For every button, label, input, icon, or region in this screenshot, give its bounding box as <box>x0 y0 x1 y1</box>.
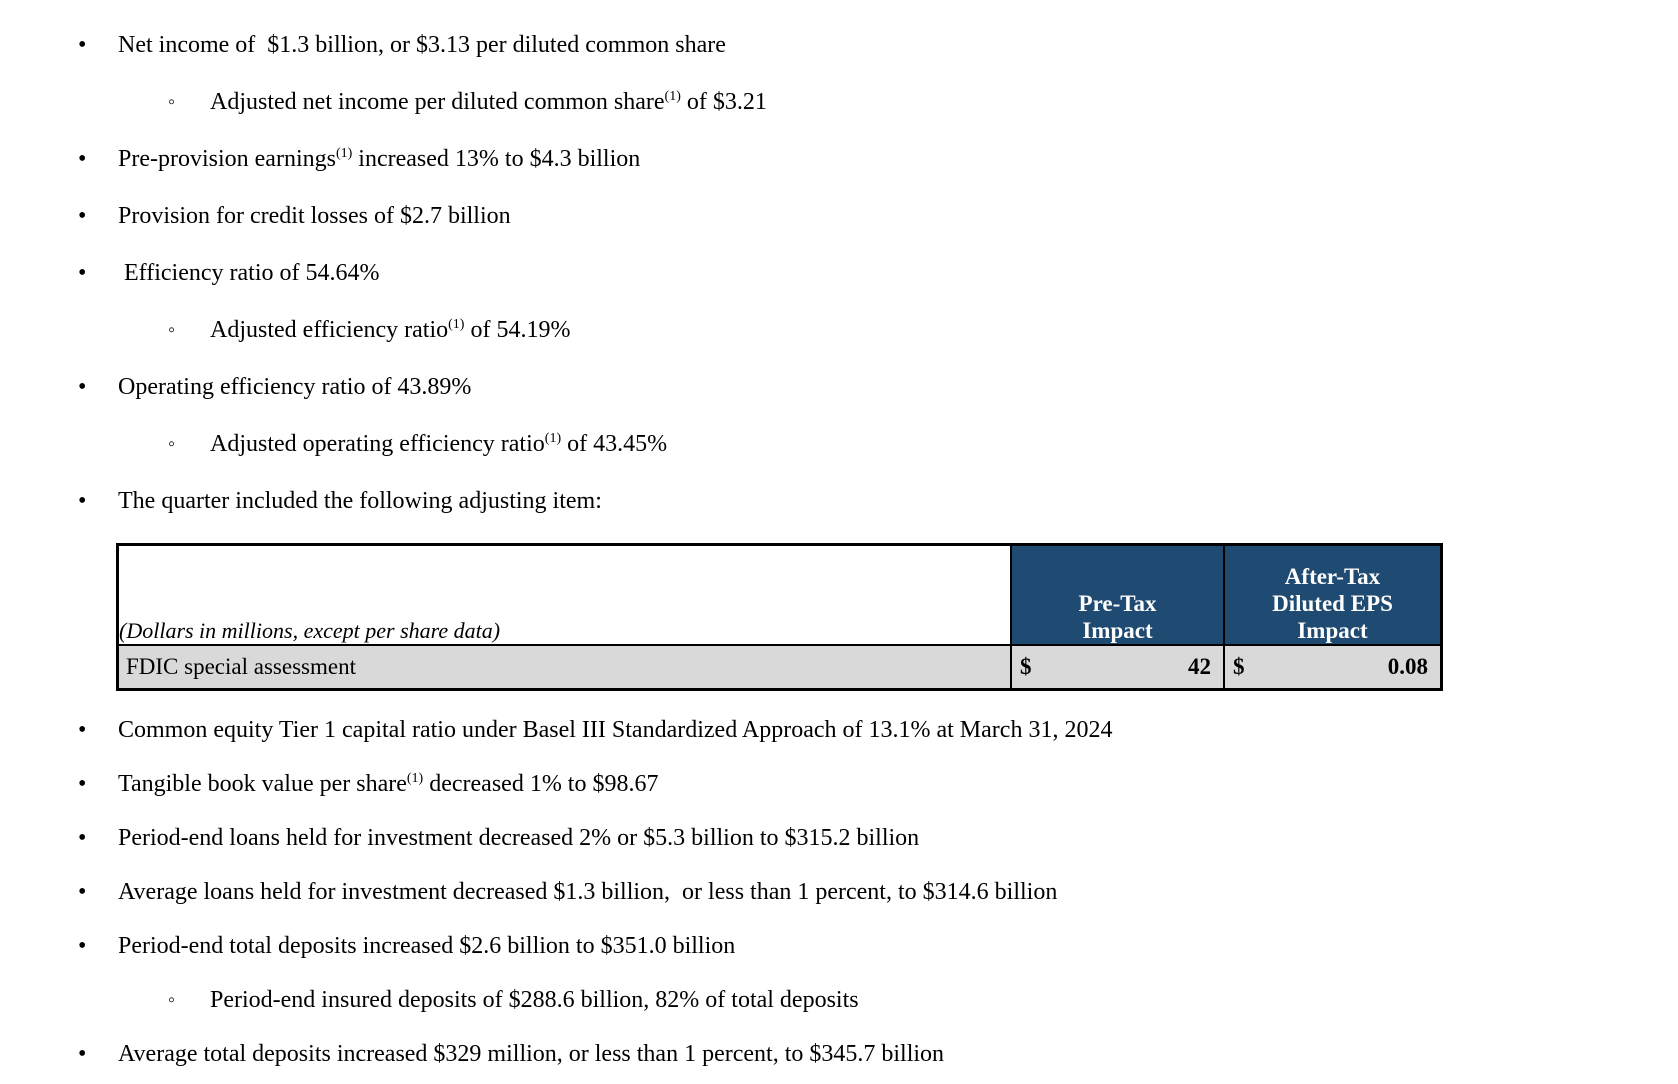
bullet-text: Period-end total deposits increased $2.6… <box>118 931 735 961</box>
aftertax-value: 0.08 <box>1387 654 1428 679</box>
bullet-item: • Average total deposits increased $329 m… <box>78 1039 1678 1069</box>
circle-bullet-marker: ◦ <box>168 433 176 455</box>
disc-bullet-marker: • <box>78 260 87 286</box>
disc-bullet-marker: • <box>78 771 87 797</box>
disc-bullet-marker: • <box>78 933 87 959</box>
bullet-text: Efficiency ratio of 54.64% <box>118 258 379 288</box>
bullet-text: Common equity Tier 1 capital ratio under… <box>118 715 1112 745</box>
text-segment: Adjusted efficiency ratio <box>210 317 449 343</box>
text-segment: increased 13% to $4.3 billion <box>352 146 641 172</box>
disc-bullet-marker: • <box>78 1041 87 1067</box>
footnote-ref: (1) <box>335 146 353 161</box>
disc-bullet-marker: • <box>78 203 87 229</box>
bullet-item: • The quarter included the following adju… <box>78 486 1678 516</box>
sub-bullet-item: ◦ Adjusted efficiency ratio(1) of 54.19% <box>168 315 1678 345</box>
text-segment: of $3.21 <box>680 89 767 115</box>
bullet-item: • Net income of $1.3 billion, or $3.13 pe… <box>78 30 1678 60</box>
text-segment: Adjusted operating efficiency ratio <box>210 431 545 457</box>
currency-symbol: $ <box>1233 654 1245 679</box>
highlights-list-top: • Net income of $1.3 billion, or $3.13 pe… <box>78 30 1678 516</box>
bullet-text: Operating efficiency ratio of 43.89% <box>118 372 471 402</box>
bullet-item: • Period-end total deposits increased $2.… <box>78 931 1678 961</box>
text-segment: Period-end total deposits increased $2.6… <box>118 933 736 959</box>
bullet-text: Period-end loans held for investment dec… <box>118 823 919 853</box>
bullet-item: • Provision for credit losses of $2.7 bil… <box>78 201 1678 231</box>
disc-bullet-marker: • <box>78 717 87 743</box>
disc-bullet-marker: • <box>78 879 87 905</box>
bullet-text: Average loans held for investment decrea… <box>118 877 1057 907</box>
bullet-text: Period-end insured deposits of $288.6 bi… <box>210 985 859 1015</box>
bullet-text: Adjusted operating efficiency ratio(1) o… <box>210 429 667 459</box>
table-row: FDIC special assessment $ 42 $ 0.08 <box>116 644 1443 691</box>
disc-bullet-marker: • <box>78 825 87 851</box>
text-segment: Provision for credit losses of $2.7 bill… <box>118 203 511 229</box>
text-segment: Average total deposits increased $329 mi… <box>118 1041 945 1067</box>
bullet-item: • Pre-provision earnings(1) increased 13%… <box>78 144 1678 174</box>
bullet-text: Provision for credit losses of $2.7 bill… <box>118 201 511 231</box>
text-segment: The quarter included the following adjus… <box>118 488 602 514</box>
row-label: FDIC special assessment <box>116 644 1012 691</box>
table-header-row: (Dollars in millions, except per share d… <box>116 543 1443 646</box>
pretax-value: 42 <box>1188 654 1211 679</box>
currency-symbol: $ <box>1020 654 1032 679</box>
aftertax-eps-column-header: After-Tax Diluted EPS Impact <box>1223 543 1443 646</box>
bullet-item: • Tangible book value per share(1) decrea… <box>78 769 1678 799</box>
circle-bullet-marker: ◦ <box>168 989 176 1011</box>
text-segment: Tangible book value per share <box>118 771 407 797</box>
footnote-ref: (1) <box>406 771 424 786</box>
bullet-item: • Common equity Tier 1 capital ratio unde… <box>78 715 1678 745</box>
sub-bullet-item: ◦ Adjusted operating efficiency ratio(1) … <box>168 429 1678 459</box>
circle-bullet-marker: ◦ <box>168 91 176 113</box>
bullet-text: The quarter included the following adjus… <box>118 486 602 516</box>
text-segment: Period-end insured deposits of $288.6 bi… <box>210 987 859 1013</box>
disc-bullet-marker: • <box>78 488 87 514</box>
text-segment: of 54.19% <box>464 317 571 343</box>
footnote-ref: (1) <box>544 431 562 446</box>
text-segment: Net income of $1.3 billion, or $3.13 per… <box>118 32 726 58</box>
pretax-impact-cell: $ 42 <box>1010 644 1225 691</box>
text-segment: Operating efficiency ratio of 43.89% <box>118 374 472 400</box>
sub-bullet-item: ◦ Period-end insured deposits of $288.6 b… <box>168 985 1678 1015</box>
sub-bullet-item: ◦ Adjusted net income per diluted common … <box>168 87 1678 117</box>
bullet-item: • Average loans held for investment decre… <box>78 877 1678 907</box>
text-segment: Pre-provision earnings <box>118 146 336 172</box>
text-segment: Period-end loans held for investment dec… <box>118 825 920 851</box>
aftertax-impact-cell: $ 0.08 <box>1223 644 1443 691</box>
text-segment: Average loans held for investment decrea… <box>118 879 1058 905</box>
bullet-text: Tangible book value per share(1) decreas… <box>118 769 658 799</box>
pretax-impact-column-header: Pre-Tax Impact <box>1010 543 1225 646</box>
footnote-ref: (1) <box>448 317 465 332</box>
bullet-text: Average total deposits increased $329 mi… <box>118 1039 944 1069</box>
bullet-item: • Period-end loans held for investment de… <box>78 823 1678 853</box>
disc-bullet-marker: • <box>78 146 87 172</box>
highlights-list-bottom: • Common equity Tier 1 capital ratio unde… <box>78 715 1678 1069</box>
disc-bullet-marker: • <box>78 32 87 58</box>
bullet-item: • Operating efficiency ratio of 43.89% <box>78 372 1678 402</box>
bullet-item: • Efficiency ratio of 54.64% <box>78 258 1678 288</box>
text-segment: Common equity Tier 1 capital ratio under… <box>118 717 1113 743</box>
text-segment: Efficiency ratio of 54.64% <box>118 260 380 286</box>
circle-bullet-marker: ◦ <box>168 319 176 341</box>
bullet-text: Pre-provision earnings(1) increased 13% … <box>118 144 640 174</box>
table-note: (Dollars in millions, except per share d… <box>116 543 1012 646</box>
bullet-text: Net income of $1.3 billion, or $3.13 per… <box>118 30 726 60</box>
adjusting-items-table: (Dollars in millions, except per share d… <box>116 543 1443 691</box>
text-segment: decreased 1% to $98.67 <box>423 771 659 797</box>
disc-bullet-marker: • <box>78 374 87 400</box>
bullet-text: Adjusted net income per diluted common s… <box>210 87 767 117</box>
footnote-ref: (1) <box>664 89 681 104</box>
bullet-text: Adjusted efficiency ratio(1) of 54.19% <box>210 315 570 345</box>
text-segment: Adjusted net income per diluted common s… <box>210 89 665 115</box>
text-segment: of 43.45% <box>561 431 668 457</box>
